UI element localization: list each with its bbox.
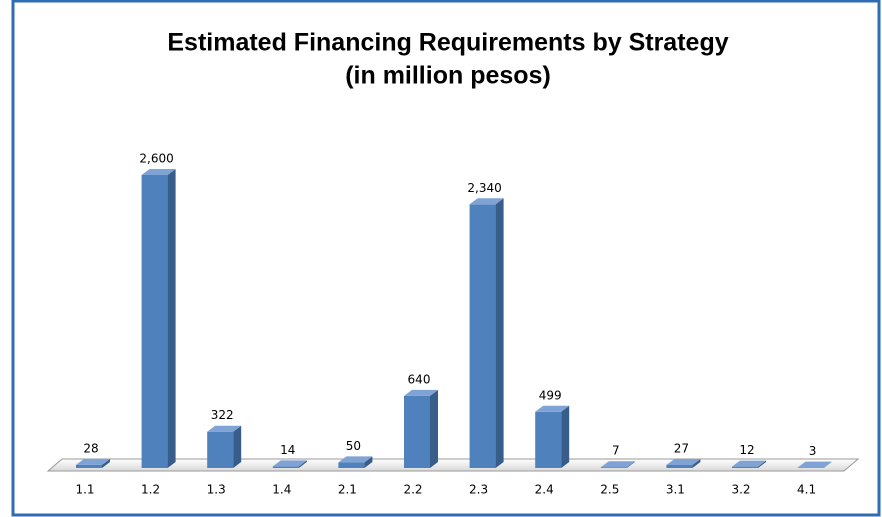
- bar-front: [600, 467, 627, 468]
- bar-top: [141, 169, 176, 175]
- data-label: 3: [809, 444, 817, 458]
- x-tick-label: 3.2: [731, 483, 750, 497]
- data-label: 2,600: [139, 152, 173, 166]
- data-label: 50: [346, 439, 361, 453]
- bar-top: [535, 405, 570, 412]
- chart-subtitle: (in million pesos): [345, 62, 551, 90]
- bar-top: [732, 460, 766, 467]
- bar-top: [76, 458, 110, 465]
- data-label: 640: [408, 372, 431, 386]
- x-tick-label: 1.3: [207, 483, 226, 497]
- x-tick-label: 1.4: [272, 483, 291, 497]
- x-tick-label: 4.1: [797, 483, 816, 497]
- x-tick-label: 1.1: [75, 483, 94, 497]
- bar-front: [76, 464, 102, 468]
- bar-top: [207, 425, 242, 432]
- bar-side: [102, 458, 110, 468]
- bar-front: [141, 175, 168, 468]
- bar-front: [732, 466, 758, 468]
- bar-top: [404, 389, 438, 396]
- bar-top: [797, 461, 832, 468]
- bar-top: [469, 198, 504, 205]
- bar-front: [535, 411, 562, 468]
- bar-side: [364, 456, 373, 468]
- data-label: 499: [539, 388, 562, 402]
- chart-title: Estimated Financing Requirements by Stra…: [167, 29, 728, 57]
- data-label: 14: [280, 443, 295, 457]
- data-label: 28: [83, 441, 98, 455]
- x-tick-label: 1.2: [141, 483, 160, 497]
- bar-front: [666, 464, 693, 468]
- bar-top: [666, 458, 701, 465]
- bar-side: [692, 458, 701, 468]
- bar-top: [338, 456, 373, 463]
- bar-top: [600, 461, 635, 468]
- data-label: 12: [739, 443, 754, 457]
- bar-side: [298, 460, 307, 468]
- bar-front: [207, 431, 234, 468]
- data-label: 27: [674, 441, 689, 455]
- x-tick-label: 2.4: [535, 483, 554, 497]
- bar-side: [495, 198, 504, 469]
- bar-front: [272, 466, 299, 468]
- bar-side: [430, 389, 438, 468]
- floor: [46, 458, 860, 472]
- data-label: 7: [612, 444, 620, 458]
- bar-side: [823, 461, 832, 468]
- bar-side: [626, 461, 635, 468]
- bar-side: [167, 169, 176, 468]
- x-tick-label: 2.3: [469, 483, 488, 497]
- data-label: 2,340: [467, 181, 501, 195]
- data-label: 322: [211, 408, 234, 422]
- x-tick-label: 3.1: [666, 483, 685, 497]
- bar-front: [338, 462, 365, 468]
- bar-side: [758, 460, 766, 468]
- bar-side: [561, 405, 570, 468]
- x-tick-label: 2.2: [403, 483, 422, 497]
- x-tick-label: 2.1: [338, 483, 357, 497]
- x-tick-label: 2.5: [600, 483, 619, 497]
- bar-top: [272, 460, 307, 467]
- bar-side: [233, 425, 242, 468]
- bar-front: [469, 204, 496, 469]
- bar-front: [404, 395, 430, 468]
